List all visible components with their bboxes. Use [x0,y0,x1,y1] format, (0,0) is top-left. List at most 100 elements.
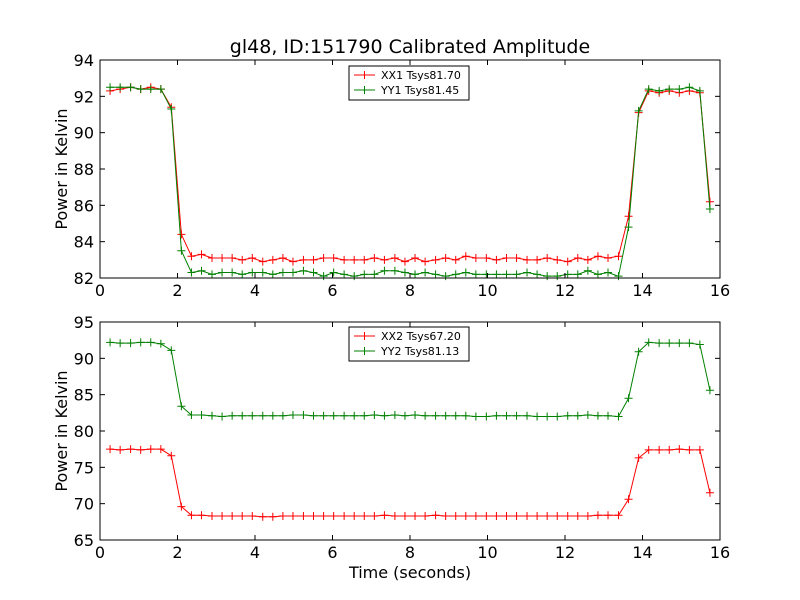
data-point [573,411,582,420]
data-point [248,411,257,420]
data-point [278,411,287,420]
data-point [492,255,501,264]
data-point [299,266,308,275]
data-point [553,512,562,521]
data-point [177,246,186,255]
data-point [431,255,440,264]
data-point [604,511,613,520]
data-point [502,512,511,521]
data-point [197,266,206,275]
data-point [218,268,227,277]
legend-entry: YY1 Tsys81.45 [354,84,459,97]
data-point [350,255,359,264]
data-point [106,83,115,92]
data-point [309,512,318,521]
data-point [248,254,257,263]
x-tick-label: 6 [327,281,337,300]
data-point [329,411,338,420]
data-point [583,411,592,420]
y-tick-label: 70 [74,495,94,514]
data-point [238,270,247,279]
data-point [370,254,379,263]
data-point [278,254,287,263]
data-point [228,254,237,263]
data-point [583,266,592,275]
data-point [471,270,480,279]
data-point [288,268,297,277]
data-point [411,411,420,420]
data-point [319,272,328,281]
data-point [482,512,491,521]
data-point [218,412,227,421]
x-tick-label: 14 [632,543,652,562]
data-point [268,255,277,264]
plot-panel-1: 0 2 4 6 8 10 12 14 16 82 84 86 88 90 92 94 Power in Kelv… [52,51,730,300]
data-point [644,85,653,94]
legend: XX2 Tsys67.20 YY2 Tsys81.13 [348,326,470,362]
data-point [288,257,297,266]
data-point [624,394,633,403]
data-point [421,268,430,277]
data-point [309,268,318,277]
data-point [644,338,653,347]
data-point [197,511,206,520]
data-point [360,512,369,521]
data-point [655,445,664,454]
legend-label: YY1 Tsys81.45 [380,84,459,97]
data-point [471,512,480,521]
data-point [268,512,277,521]
data-point [512,254,521,263]
data-point [411,254,420,263]
data-point [197,250,206,259]
x-tick-label: 0 [95,281,105,300]
legend-marker [360,347,369,355]
data-point [390,411,399,420]
data-point [563,411,572,420]
y-tick-label: 90 [74,124,94,143]
data-point [207,411,216,420]
data-point [360,255,369,264]
data-point [705,386,714,395]
data-point [471,254,480,263]
data-point [695,445,704,454]
legend-entry: XX1 Tsys81.70 [354,69,461,82]
data-point [523,512,532,521]
data-point [553,412,562,421]
y-tick-label: 80 [74,422,94,441]
data-point [441,411,450,420]
data-point [329,268,338,277]
data-point [319,411,328,420]
data-point [177,502,186,511]
data-point [563,512,572,521]
data-point [400,268,409,277]
data-point [340,255,349,264]
data-point [370,512,379,521]
data-point [136,338,145,347]
data-point [309,411,318,420]
data-point [512,270,521,279]
x-tick-label: 2 [172,543,182,562]
series-yy2 [106,338,714,421]
data-point [451,255,460,264]
data-point [207,270,216,279]
data-point [390,512,399,521]
data-point [543,512,552,521]
data-point [533,270,542,279]
legend-entry: YY2 Tsys81.13 [354,345,459,358]
data-point [238,255,247,264]
data-point [390,254,399,263]
data-point [370,411,379,420]
data-point [268,270,277,279]
data-point [614,511,623,520]
legend-label: XX1 Tsys81.70 [381,69,461,82]
data-point [248,512,257,521]
data-point [431,511,440,520]
data-point [533,255,542,264]
data-point [492,270,501,279]
data-point [299,512,308,521]
data-point [644,445,653,454]
data-point [492,512,501,521]
data-point [614,412,623,421]
